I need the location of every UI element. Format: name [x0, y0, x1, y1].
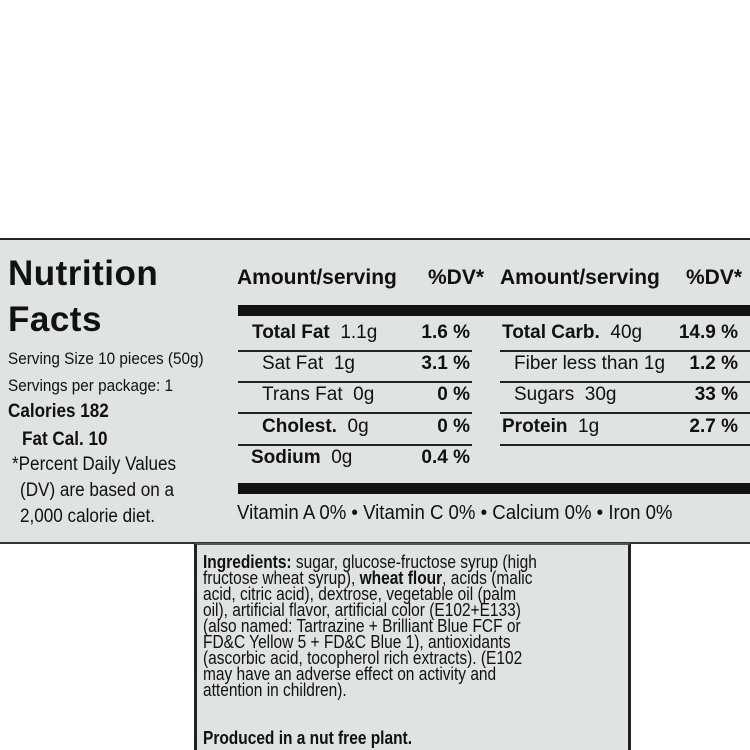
nutrient-row: Total Carb. 40g — [502, 322, 642, 344]
amount-header-left: Amount/serving — [237, 266, 397, 289]
dv-note-1: *Percent Daily Values — [12, 454, 177, 475]
nutrition-facts-panel: Nutrition Facts Serving Size 10 pieces (… — [0, 238, 750, 544]
amount-header-right: Amount/serving — [500, 266, 660, 289]
nutrient-name: Fiber less than — [514, 353, 639, 374]
row-divider — [238, 350, 472, 352]
nutrient-dv: 0.4 % — [421, 447, 470, 468]
row-divider — [238, 444, 472, 446]
dv-header-left: %DV* — [428, 266, 485, 289]
nutrient-row: Trans Fat 0g — [262, 384, 374, 406]
nutrient-dv: 0 % — [437, 384, 470, 405]
vitamins-line: Vitamin A 0% • Vitamin C 0% • Calcium 0%… — [237, 502, 673, 524]
title-line-1: Nutrition — [8, 254, 159, 293]
ingredients-text: , acids (malic — [442, 568, 533, 588]
dv-note-3: 2,000 calorie diet. — [20, 506, 155, 527]
calories: Calories 182 — [8, 401, 109, 422]
row-divider — [238, 381, 472, 383]
ingredients-line: may have an adverse effect on activity a… — [203, 664, 497, 684]
nutrient-name: Sodium — [251, 447, 321, 468]
thick-divider-top — [238, 305, 750, 316]
nutrient-name: Trans Fat — [262, 384, 343, 405]
nutrient-row: Sat Fat 1g — [262, 353, 355, 375]
fat-calories: Fat Cal. 10 — [22, 429, 108, 450]
row-divider — [500, 444, 750, 446]
ingredients-text: fructose wheat syrup), — [203, 568, 360, 588]
nutrient-row: Sodium 0g — [251, 447, 352, 469]
nutrient-amount: 1g — [643, 353, 666, 374]
row-divider — [500, 412, 750, 414]
ingredients-box: Ingredients: sugar, glucose-fructose syr… — [194, 543, 631, 750]
ingredients-line-2: fructose wheat syrup), wheat flour, acid… — [203, 568, 533, 588]
nutrient-amount: 0g — [347, 416, 369, 437]
nutrient-dv: 2.7 % — [689, 416, 738, 437]
ingredients-line: acid, citric acid), dextrose, vegetable … — [203, 584, 517, 604]
nutrient-amount: 1.1g — [340, 322, 378, 343]
nutrient-name: Cholest. — [262, 416, 337, 437]
ingredients-line: attention in children). — [203, 680, 347, 700]
serving-size: Serving Size 10 pieces (50g) — [8, 349, 204, 368]
nutrient-row: Fiber less than 1g — [514, 353, 665, 375]
nutrient-dv: 1.2 % — [689, 353, 738, 374]
nutrient-dv: 1.6 % — [421, 322, 470, 343]
nutrient-dv: 14.9 % — [678, 322, 738, 343]
thick-divider-bottom — [238, 483, 750, 494]
title-line-2: Facts — [8, 300, 102, 339]
ingredients-line: FD&C Yellow 5 + FD&C Blue 1), antioxidan… — [203, 632, 511, 652]
servings-per-package: Servings per package: 1 — [8, 376, 174, 395]
nut-free-statement: Produced in a nut free plant. — [203, 728, 413, 748]
ingredients-line-1: Ingredients: sugar, glucose-fructose syr… — [203, 552, 537, 572]
ingredients-line: oil), artificial flavor, artificial colo… — [203, 600, 521, 620]
nutrient-amount: 0g — [331, 447, 353, 468]
nutrient-amount: 0g — [353, 384, 375, 405]
nutrient-name: Protein — [502, 416, 568, 437]
nutrient-row: Sugars 30g — [514, 384, 616, 406]
nutrient-dv: 0 % — [437, 416, 470, 437]
nutrient-row: Protein 1g — [502, 416, 599, 438]
ingredients-text: sugar, glucose-fructose syrup (high — [291, 552, 537, 572]
ingredients-line: (ascorbic acid, tocopherol rich extracts… — [203, 648, 523, 668]
ingredients-label: Ingredients: — [203, 552, 292, 572]
row-divider — [500, 381, 750, 383]
nutrient-amount: 40g — [610, 322, 643, 343]
nutrient-row: Total Fat 1.1g — [252, 322, 377, 344]
nutrient-amount: 1g — [333, 353, 355, 374]
nutrient-dv: 33 % — [694, 384, 738, 405]
nutrient-name: Total Fat — [252, 322, 330, 343]
row-divider — [238, 412, 472, 414]
row-divider — [500, 350, 750, 352]
nutrient-row: Cholest. 0g — [262, 416, 369, 438]
nutrient-amount: 30g — [584, 384, 617, 405]
nutrient-name: Sugars — [514, 384, 575, 405]
ingredients-line: (also named: Tartrazine + Brilliant Blue… — [203, 616, 521, 636]
dv-header-right: %DV* — [686, 266, 743, 289]
nutrient-name: Sat Fat — [262, 353, 324, 374]
nutrient-dv: 3.1 % — [421, 353, 470, 374]
nutrient-amount: 1g — [578, 416, 600, 437]
allergen-wheat-flour: wheat flour — [359, 568, 443, 588]
dv-note-2: (DV) are based on a — [20, 480, 174, 501]
nutrient-name: Total Carb. — [502, 322, 600, 343]
